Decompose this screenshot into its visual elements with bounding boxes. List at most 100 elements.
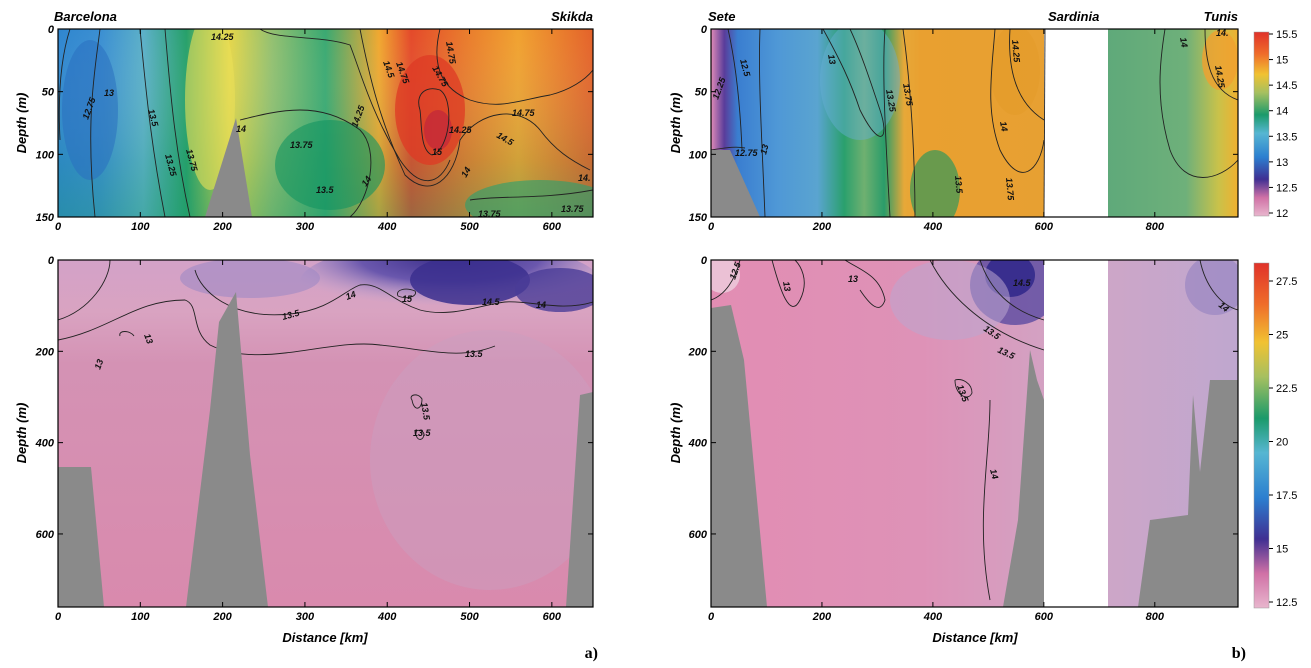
contour-label: 13 (758, 143, 770, 155)
contour-label: 13 (781, 281, 793, 293)
x-tick-label: 600 (1035, 611, 1054, 623)
panel-letter-b: b) (1232, 645, 1246, 662)
contour-label: 14.25 (211, 32, 235, 42)
y-tick-label: 0 (701, 255, 708, 267)
ridge-b-bottom (1003, 350, 1044, 607)
colorbar-tick-label: 13.5 (1276, 131, 1297, 143)
contour-label: 14 (1178, 37, 1190, 49)
y-tick-label: 400 (688, 438, 708, 450)
colorbar-ticks-b-bottom: 27.5 25 22.5 20 17.5 15 12.5 (1269, 276, 1297, 609)
contour-label: 14 (536, 300, 546, 310)
contour-label: 13.5 (465, 349, 484, 359)
contour-label: 13.5 (316, 185, 335, 195)
data-gap-b-bottom (1044, 260, 1108, 607)
x-tick-label: 200 (212, 221, 232, 233)
shelf-b-bottom (711, 305, 767, 607)
colorbar-tick-label: 15 (1276, 55, 1288, 67)
shelf-b-top (711, 150, 760, 217)
ticks-a-bottom: 0 100 200 300 400 500 600 0 200 400 600 (35, 255, 593, 623)
contour-label: 14.25 (449, 125, 473, 135)
panel-b-top: 12.5 12.25 12.75 13 13 13.25 13.75 14.25… (668, 9, 1297, 233)
contour-label: 14 (344, 289, 357, 302)
panel-a-top: 13 12.75 13.5 13.25 13.75 14.25 14 13.75… (14, 9, 594, 233)
contour-label: 13 (142, 332, 155, 345)
y-axis-label: Depth (m) (668, 93, 683, 154)
y-tick-label: 200 (688, 346, 708, 358)
panel-a-bottom: 13 13 13.5 14 15 14.5 14 13.5 13.5 13.5 … (14, 255, 598, 662)
colorbar-tick-label: 22.5 (1276, 383, 1297, 395)
contour-label: 12.5 (738, 58, 752, 78)
contour-label: 13.75 (901, 83, 915, 108)
x-axis-label: Distance [km] (282, 630, 368, 645)
x-tick-label: 300 (296, 611, 315, 623)
x-tick-label: 100 (131, 611, 150, 623)
x-tick-label: 600 (1035, 221, 1054, 233)
panel-b-bottom: 12.5 13 13 14.5 13.5 13.5 13.5 14 14 Dep… (668, 255, 1297, 662)
contour-label: 13.5 (281, 307, 301, 321)
x-tick-label: 200 (812, 611, 832, 623)
place-label-barcelona: Barcelona (54, 9, 117, 24)
x-tick-label: 600 (543, 221, 562, 233)
contour-label: 14 (1217, 300, 1231, 314)
y-tick-label: 100 (36, 149, 55, 161)
contour-label: 14 (459, 165, 473, 179)
y-tick-label: 100 (689, 149, 708, 161)
contour-label: 14.25 (1213, 65, 1227, 90)
contour-label: 13.75 (1004, 177, 1016, 201)
contour-label: 13 (848, 274, 858, 284)
colorbar-tick-label: 12 (1276, 208, 1288, 220)
contour-labels-a-bottom: 13 13 13.5 14 15 14.5 14 13.5 13.5 13.5 (92, 289, 546, 438)
contour-label: 14.75 (512, 108, 536, 118)
x-tick-label: 400 (923, 611, 943, 623)
x-tick-label: 200 (812, 221, 832, 233)
panel-letter-a: a) (585, 645, 598, 662)
place-label-sardinia: Sardinia (1048, 9, 1099, 24)
y-tick-label: 200 (35, 346, 55, 358)
contour-label: 14.75 (444, 41, 458, 66)
place-label-sete: Sete (708, 9, 735, 24)
x-tick-label: 100 (131, 221, 150, 233)
y-tick-label: 400 (35, 438, 55, 450)
contour-label: 14 (236, 124, 246, 134)
x-tick-label: 500 (460, 221, 479, 233)
y-tick-label: 50 (695, 87, 708, 99)
y-tick-label: 150 (36, 212, 55, 224)
x-tick-label: 800 (1146, 221, 1165, 233)
y-tick-label: 0 (701, 24, 708, 36)
x-tick-label: 500 (460, 611, 479, 623)
contour-label: 13 (104, 88, 114, 98)
contour-label: 13.5 (419, 402, 432, 422)
place-label-skikda: Skikda (551, 9, 593, 24)
place-label-tunis: Tunis (1204, 9, 1238, 24)
colorbar-tick-label: 15 (1276, 544, 1288, 556)
contour-label: 13.5 (146, 108, 160, 128)
contour-label: 14 (988, 468, 1000, 480)
y-tick-label: 50 (42, 87, 55, 99)
y-axis-label: Depth (m) (14, 403, 29, 464)
x-tick-label: 0 (708, 611, 715, 623)
contour-label: 13.5 (953, 175, 965, 194)
y-tick-label: 0 (48, 255, 55, 267)
contour-label: 13.5 (413, 428, 432, 438)
colorbar-tick-label: 25 (1276, 330, 1288, 342)
contour-label: 14.5 (482, 297, 501, 307)
contour-label: 13 (92, 358, 105, 371)
colorbar-salinity (1253, 262, 1270, 609)
contour-label: 14 (359, 174, 373, 188)
data-gap-b-top (1044, 29, 1108, 217)
contour-label: 15 (402, 294, 413, 304)
colorbar-tick-label: 15.5 (1276, 29, 1297, 41)
contour-label: 13.75 (478, 209, 502, 219)
seamount-a-bottom-west (58, 467, 104, 607)
x-tick-label: 400 (377, 611, 397, 623)
colorbar-tick-label: 12.5 (1276, 597, 1297, 609)
x-tick-label: 600 (543, 611, 562, 623)
contour-label: 14 (998, 121, 1010, 133)
heatmap-b-top-west (711, 29, 1044, 217)
ticks-b-top: 0 200 400 600 800 0 50 100 150 (689, 24, 1238, 233)
x-tick-label: 0 (55, 221, 62, 233)
colorbar-ticks-b-top: 15.5 15 14.5 14 13.5 13 12.5 12 (1269, 29, 1297, 220)
colorbar-tick-label: 12.5 (1276, 182, 1297, 194)
x-tick-label: 400 (923, 221, 943, 233)
